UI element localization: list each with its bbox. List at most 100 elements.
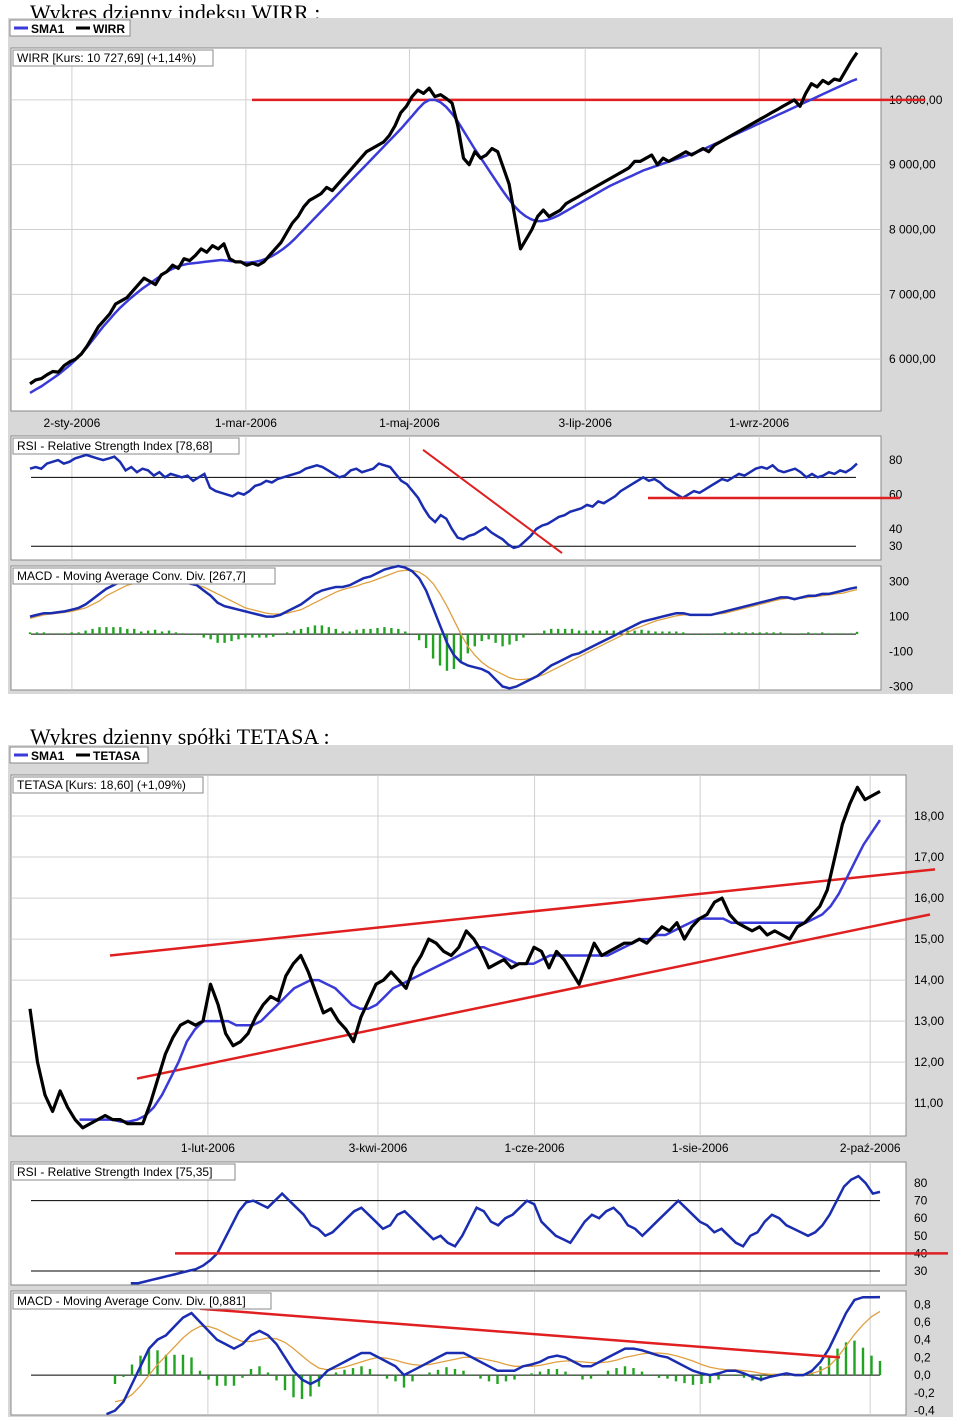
macd-histogram-bar [209,634,212,640]
macd-histogram-bar [419,1375,423,1377]
macd-histogram-bar [841,633,845,635]
price-panel: 1-lut-2006 3-kwi-2006 1-cze-2006 1-sie-2006… [10,774,944,1155]
macd-histogram-bar [122,1375,125,1377]
macd-histogram-bar [320,625,324,635]
macd-histogram-bar [300,1375,304,1400]
macd-histogram-bar [98,627,101,635]
rsi-series-line [29,453,858,550]
macd-histogram-bar [133,628,136,635]
macd-histogram-bar [695,634,699,635]
macd-histogram-bar [758,632,761,635]
price-panel: 2-sty-2006 1-mar-2006 1-maj-2006 3-lip-2006… [10,47,943,430]
macd-histogram-bar [632,1368,635,1376]
macd-panel: 300 100 -100 -300 MACD - Moving Average Conv… [10,564,913,694]
rsi-y-tick-label: 30 [889,539,903,553]
macd-histogram-bar [360,1366,363,1376]
macd-histogram-bar [508,634,511,645]
macd-histogram-bar [708,1375,712,1384]
macd-histogram-bar [278,634,282,635]
macd-histogram-bar [56,633,59,635]
macd-histogram-bar [241,1375,244,1378]
macd-histogram-bar [543,630,546,635]
macd-histogram-bar [501,634,504,647]
rsi-y-tick-label: 30 [914,1264,928,1278]
macd-histogram-bar [351,1368,355,1376]
macd-histogram-bar [538,1371,542,1376]
macd-histogram-bar [181,633,185,635]
macd-histogram-bar [306,627,310,635]
macd-histogram-bar [844,1342,848,1376]
rsi-title-box [12,437,240,455]
macd-histogram-bar [299,628,303,635]
macd-y-tick-label: 0,4 [914,1333,931,1347]
macd-histogram-bar [521,1375,525,1376]
y-tick-label: 17,00 [914,850,944,864]
macd-histogram-bar [377,1375,380,1376]
macd-histogram-bar [232,1375,236,1386]
y-tick-label: 12,00 [914,1055,944,1069]
macd-histogram-bar [453,1368,457,1376]
macd-histogram-bar [522,634,525,638]
macd-histogram-bar [251,634,254,638]
macd-histogram-bar [266,1372,270,1376]
macd-histogram-bar [341,631,344,635]
macd-histogram-bar [230,634,233,642]
y-tick-label: 9 000,00 [889,158,936,172]
price-title: TETASA [Kurs: 18,60] (+1,09%) [17,778,186,792]
macd-histogram-bar [348,631,351,635]
macd-histogram-bar [452,634,456,670]
macd-histogram-bar [515,634,518,642]
macd-histogram-bar [682,632,685,635]
legend-price-label: TETASA [93,749,140,763]
macd-histogram-bar [285,632,289,635]
macd-histogram-bar [368,1368,372,1376]
macd-histogram-bar [836,1348,839,1376]
x-tick-label: 1-lut-2006 [181,1141,235,1155]
macd-histogram-bar [793,634,796,635]
macd-histogram-bar [504,1375,508,1382]
macd-histogram-bar [765,632,768,635]
legend-price-label: WIRR [93,22,125,36]
macd-histogram-bar [265,634,268,638]
macd-y-tick-label: -300 [889,680,913,694]
macd-histogram-bar [536,633,539,635]
macd-histogram-bar [164,1354,168,1376]
macd-histogram-bar [547,1368,550,1376]
macd-histogram-bar [657,1375,661,1378]
macd-histogram-bar [404,631,407,635]
macd-histogram-bar [424,634,428,649]
macd-histogram-bar [730,632,734,635]
rsi-y-tick-label: 40 [889,522,903,536]
rsi-y-tick-label: 80 [914,1176,928,1190]
macd-histogram-bar [369,628,372,635]
trend-line [136,913,931,1080]
macd-histogram-bar [473,634,476,647]
macd-histogram-bar [436,1369,440,1376]
price-title-box [12,49,214,67]
macd-histogram-bar [807,632,810,635]
macd-histogram-bar [112,627,115,635]
macd-histogram-bar [828,633,831,635]
x-tick-label: 1-wrz-2006 [729,416,789,430]
macd-histogram-bar [35,632,39,635]
macd-histogram-bar [411,1375,414,1382]
macd-histogram-bar [343,1369,346,1376]
macd-histogram-bar [390,628,393,635]
macd-histogram-bar [716,633,720,635]
price-title-box [12,776,204,794]
rsi-y-tick-label: 70 [914,1194,928,1208]
macd-histogram-bar [702,634,706,635]
macd-histogram-bar [466,634,470,654]
macd-histogram-bar [689,634,692,635]
y-tick-label: 6 000,00 [889,352,936,366]
x-tick-label: 2-paź-2006 [840,1141,901,1155]
macd-y-tick-label: 0,6 [914,1315,931,1329]
macd-histogram-bar [244,634,247,638]
macd-histogram-bar [334,628,337,635]
y-tick-label: 15,00 [914,932,944,946]
macd-histogram-bar [156,1350,159,1376]
macd-y-tick-label: 0,2 [914,1350,931,1364]
macd-histogram-bar [327,627,331,635]
macd-histogram-bar [487,634,490,640]
